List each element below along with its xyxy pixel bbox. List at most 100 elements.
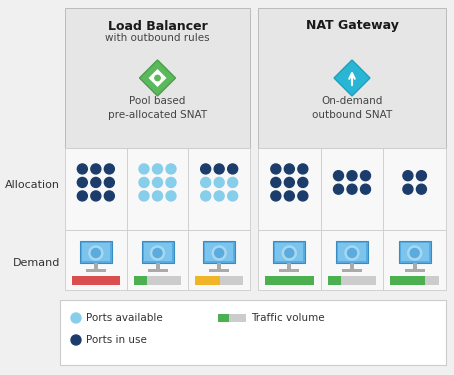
Text: On-demand
outbound SNAT: On-demand outbound SNAT [312,96,392,120]
Circle shape [282,246,296,260]
Circle shape [271,177,281,188]
Circle shape [214,191,224,201]
Circle shape [360,171,370,181]
Circle shape [201,164,211,174]
Bar [401,243,429,261]
Bar [156,263,159,269]
Circle shape [91,164,101,174]
Circle shape [153,191,163,201]
Circle shape [104,191,114,201]
Bar [413,263,417,269]
Bar [65,148,127,230]
Bar [229,314,246,322]
Text: Ports in use: Ports in use [86,335,147,345]
Bar [133,276,147,285]
Bar [195,276,243,285]
Circle shape [284,164,294,174]
Bar [94,263,98,269]
Bar [148,269,168,272]
Bar [65,148,446,230]
Circle shape [212,246,226,260]
Bar [287,263,291,269]
Bar [127,148,188,230]
Bar [127,230,188,290]
Bar [383,230,446,290]
Circle shape [91,177,101,188]
Bar [405,269,424,272]
Text: Traffic volume: Traffic volume [251,313,325,323]
Circle shape [334,171,344,181]
Bar [258,230,321,290]
Circle shape [410,249,419,258]
Circle shape [284,177,294,188]
Bar [209,269,229,272]
Circle shape [139,177,149,188]
Bar [279,269,299,272]
Bar [390,276,425,285]
Bar [328,276,341,285]
Circle shape [408,246,422,260]
Bar [188,230,250,290]
Bar [72,276,120,285]
Bar [350,263,354,269]
Circle shape [298,164,308,174]
Text: Demand: Demand [13,258,60,268]
Bar [390,276,439,285]
Circle shape [227,191,237,201]
Circle shape [214,177,224,188]
Circle shape [77,177,87,188]
Circle shape [416,171,426,181]
Circle shape [166,191,176,201]
Text: Pool based
pre-allocated SNAT: Pool based pre-allocated SNAT [108,96,207,120]
Bar [399,241,431,263]
Bar [338,243,366,261]
Circle shape [227,177,237,188]
Circle shape [77,191,87,201]
Circle shape [139,191,149,201]
Text: with outbound rules: with outbound rules [105,33,210,43]
Circle shape [215,249,224,258]
Bar [65,230,127,290]
Circle shape [298,191,308,201]
Circle shape [104,164,114,174]
Bar [258,148,321,230]
Circle shape [139,164,149,174]
Circle shape [91,191,101,201]
Circle shape [77,164,87,174]
Text: Load Balancer: Load Balancer [108,20,207,33]
Circle shape [416,184,426,194]
Bar [217,263,221,269]
Circle shape [89,246,103,260]
Circle shape [214,164,224,174]
Bar [72,276,120,285]
Bar [188,148,250,230]
Circle shape [347,171,357,181]
Bar [218,314,229,322]
Circle shape [201,191,211,201]
Polygon shape [334,60,370,96]
Bar [205,243,233,261]
Bar [258,8,446,148]
Circle shape [104,177,114,188]
Bar [195,276,220,285]
Circle shape [153,164,163,174]
Bar [273,241,306,263]
Bar [86,269,106,272]
Bar [275,243,303,261]
Circle shape [227,164,237,174]
Bar [82,243,110,261]
Circle shape [150,246,164,260]
Bar [265,276,314,285]
Bar [328,276,376,285]
Bar [321,148,383,230]
Circle shape [166,177,176,188]
Circle shape [334,184,344,194]
Bar [321,230,383,290]
Circle shape [347,184,357,194]
Bar [80,241,112,263]
Bar [203,241,235,263]
Polygon shape [148,69,167,87]
Text: NAT Gateway: NAT Gateway [306,20,399,33]
Circle shape [298,177,308,188]
Circle shape [91,249,100,258]
